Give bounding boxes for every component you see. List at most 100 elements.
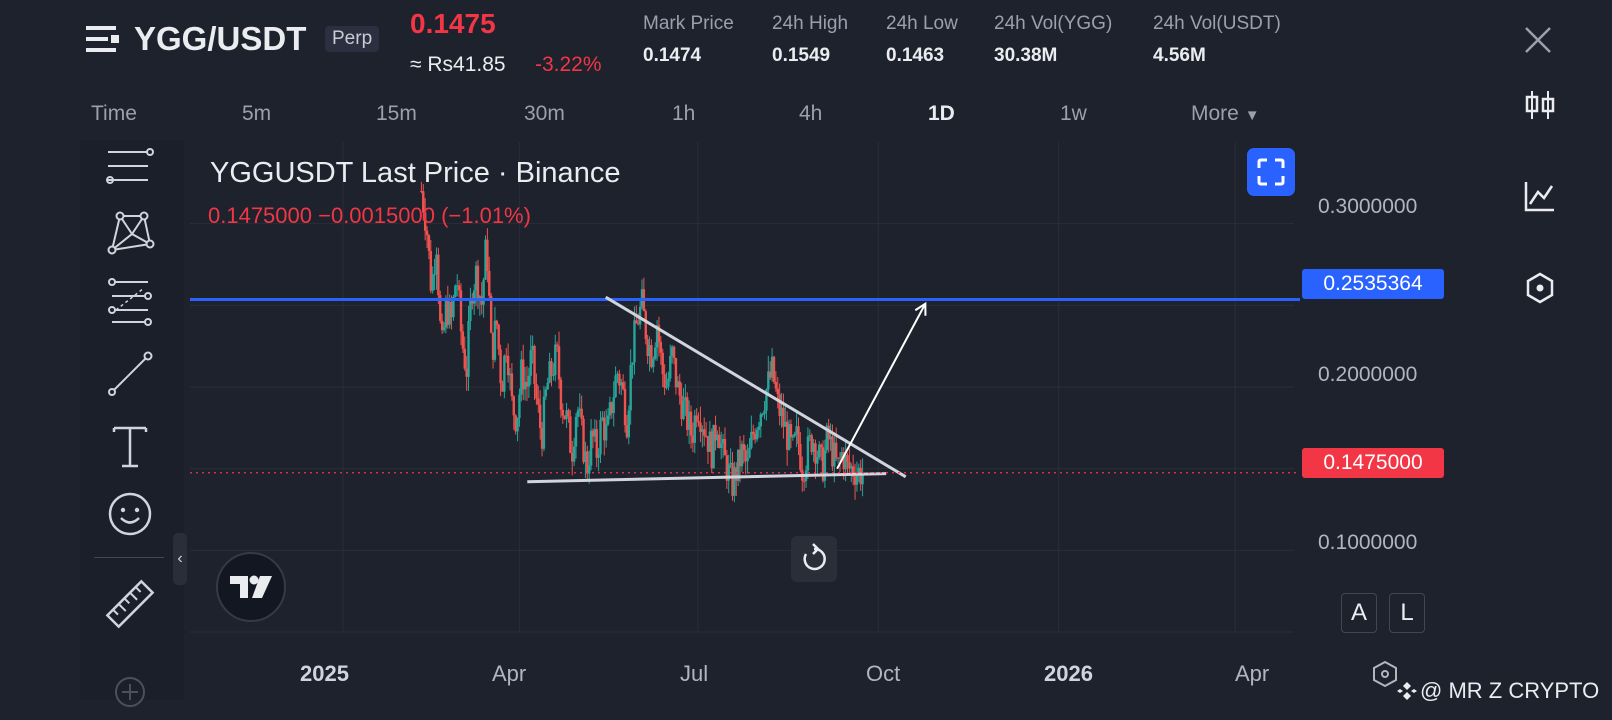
fib-tool-icon[interactable] [102, 274, 158, 330]
candle-body [665, 386, 668, 388]
interval-15m[interactable]: 15m [376, 102, 417, 125]
candle-body [488, 270, 491, 296]
candle-body [699, 422, 702, 432]
auto-scale-button[interactable]: A [1341, 593, 1377, 633]
arrow-tool-icon[interactable] [102, 346, 158, 402]
level-price-tag: 0.2535364 [1302, 269, 1444, 299]
candle-series [420, 181, 864, 503]
candle-body [729, 462, 732, 465]
candle-body [423, 212, 427, 231]
interval-30m[interactable]: 30m [524, 102, 565, 125]
candle-body [814, 443, 817, 464]
candle-body [740, 444, 744, 467]
x-tick-label: 2026 [1044, 661, 1093, 686]
candle-body [733, 467, 736, 496]
text-tool-icon[interactable] [102, 418, 158, 474]
settings-hex-icon[interactable] [1522, 270, 1558, 306]
interval-5m[interactable]: 5m [242, 102, 272, 125]
interval-1h[interactable]: 1h [672, 102, 696, 125]
candlestick-type-icon[interactable] [1522, 87, 1558, 123]
menu-icon[interactable] [86, 24, 120, 54]
candle-body [601, 417, 604, 420]
candle-body [520, 359, 523, 395]
symbol-name[interactable]: YGG/USDT [134, 20, 307, 57]
candle-body [672, 346, 676, 358]
candle-body [569, 416, 572, 453]
interval-time[interactable]: Time [91, 102, 137, 125]
watermark: @ MR Z CRYPTO [1420, 678, 1600, 703]
candle-body [738, 449, 742, 467]
indicators-icon[interactable] [1522, 178, 1558, 214]
candle-body [542, 396, 546, 449]
candle-body [769, 371, 772, 378]
candle-body [772, 356, 776, 382]
candle-body [638, 306, 642, 325]
close-icon[interactable] [1522, 24, 1554, 56]
reset-chart-icon[interactable] [791, 536, 837, 582]
interval-4h[interactable]: 4h [799, 102, 823, 125]
candle-body [797, 426, 800, 445]
candle-body [486, 239, 489, 271]
lines-tool-icon[interactable] [102, 142, 158, 198]
candle-body [525, 381, 529, 387]
stat-value-24h-vol-usdt: 4.56M [1153, 45, 1206, 66]
candle-body [759, 414, 762, 427]
candle-body [584, 451, 587, 463]
interval-more[interactable]: More ▼ [1191, 102, 1260, 126]
candle-body [742, 444, 746, 451]
candle-body [491, 332, 495, 360]
candle-body [514, 415, 517, 432]
interval-more-label: More [1191, 102, 1239, 125]
add-tool-icon[interactable] [102, 664, 158, 720]
arrow-head [914, 301, 927, 316]
candle-body [833, 442, 836, 467]
candle-body [474, 265, 478, 291]
change-percent: -3.22% [535, 53, 602, 76]
candle-body [831, 436, 834, 467]
candle-body [802, 480, 806, 482]
candle-body [861, 473, 864, 485]
candle-body [653, 347, 657, 359]
candle-body [719, 443, 723, 448]
candle-body [446, 300, 449, 325]
interval-1d[interactable]: 1D [928, 102, 955, 125]
caret-down-icon: ▼ [1244, 107, 1260, 124]
candle-body [721, 438, 725, 444]
interval-1w[interactable]: 1w [1060, 102, 1087, 125]
candle-body [829, 436, 832, 440]
candle-body [435, 254, 438, 275]
candle-body [704, 435, 708, 437]
candle-body [548, 361, 551, 383]
candle-body [505, 355, 508, 357]
candle-body [836, 457, 840, 459]
candle-body [516, 417, 519, 432]
fullscreen-icon[interactable] [1247, 148, 1295, 196]
candle-body [593, 429, 597, 437]
candle-body [857, 467, 861, 475]
chart-price-line: 0.1475000 −0.0015000 (−1.01%) [208, 203, 531, 228]
candle-body [716, 434, 719, 441]
candle-body [785, 421, 789, 450]
candle-body [661, 352, 664, 375]
collapse-toolbar-button[interactable]: ‹ [173, 533, 187, 585]
candle-body [723, 438, 727, 456]
candle-body [422, 191, 425, 213]
candle-body [735, 467, 738, 481]
candle-body [818, 444, 821, 458]
log-scale-button[interactable]: L [1389, 593, 1425, 633]
candle-body [456, 285, 459, 287]
candle-body [540, 427, 544, 449]
candle-body [682, 400, 685, 420]
pattern-tool-icon[interactable] [102, 206, 158, 262]
stat-value-24h-low: 0.1463 [886, 45, 945, 66]
candle-body [697, 421, 700, 423]
emoji-tool-icon[interactable] [102, 486, 158, 542]
ruler-tool-icon[interactable] [102, 576, 158, 632]
candle-body [572, 446, 576, 462]
candle-body [844, 454, 847, 470]
candle-body [465, 368, 468, 377]
candle-body [644, 311, 647, 340]
candle-body [454, 285, 457, 297]
candle-body [623, 389, 627, 426]
